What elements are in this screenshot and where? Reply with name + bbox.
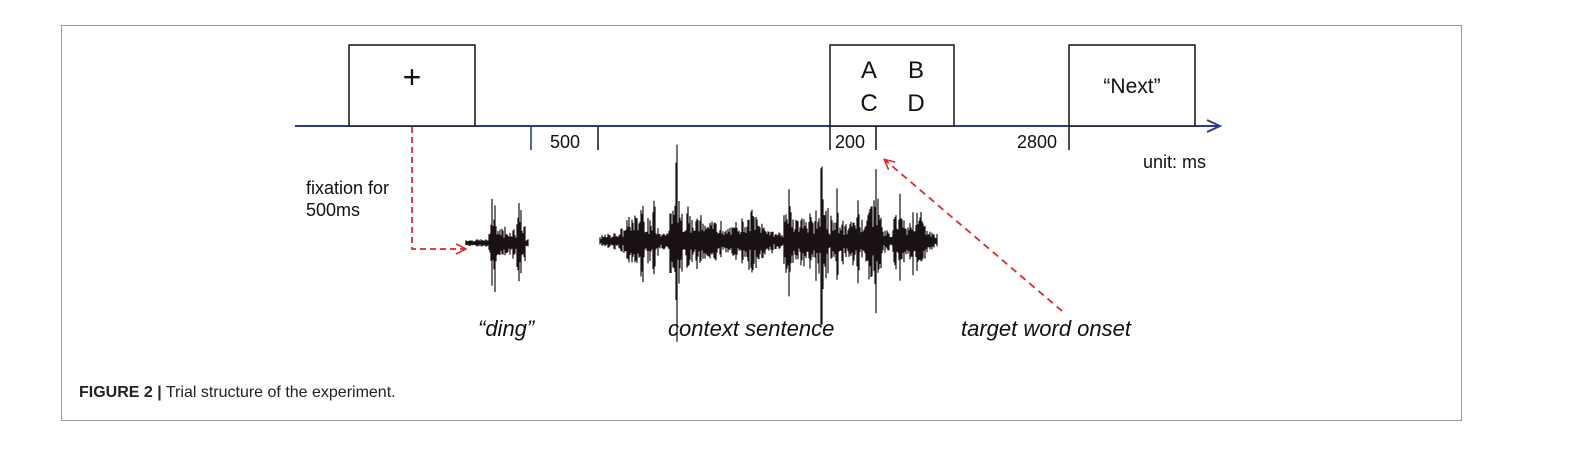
duration-label-200: 200 xyxy=(835,132,865,152)
figure-caption: FIGURE 2 | Trial structure of the experi… xyxy=(79,384,396,402)
fixation-box xyxy=(348,44,476,127)
unit-label: unit: ms xyxy=(1143,152,1206,172)
ding-waveform xyxy=(465,198,529,292)
duration-label-500: 500 xyxy=(550,132,580,152)
fixation-to-ding-arrow xyxy=(411,127,465,249)
duration-label-2800: 2800 xyxy=(1017,132,1057,152)
figure-frame xyxy=(61,25,1462,421)
waveform-trace xyxy=(465,198,529,292)
target-onset-arrow xyxy=(885,160,1063,312)
caption-label: FIGURE 2 | xyxy=(79,384,162,401)
waveform-trace xyxy=(599,144,938,342)
caption-text: Trial structure of the experiment. xyxy=(165,384,396,401)
context-sentence-waveform xyxy=(599,144,938,342)
fixation-note-line1: fixation for xyxy=(306,178,389,198)
next-label: “Next” xyxy=(1103,75,1160,98)
choice-box xyxy=(829,44,955,127)
fixation-cross-symbol: + xyxy=(403,59,422,95)
choice-letter-b: B xyxy=(908,57,924,84)
choice-letter-d: D xyxy=(907,90,924,117)
fixation-note-line2: 500ms xyxy=(306,200,360,220)
target-word-onset-label: target word onset xyxy=(961,316,1132,341)
next-box xyxy=(1068,44,1196,127)
choice-letter-c: C xyxy=(860,90,877,117)
context-sentence-label: context sentence xyxy=(668,316,834,341)
ding-label: “ding” xyxy=(478,316,536,341)
choice-letter-a: A xyxy=(861,57,877,84)
